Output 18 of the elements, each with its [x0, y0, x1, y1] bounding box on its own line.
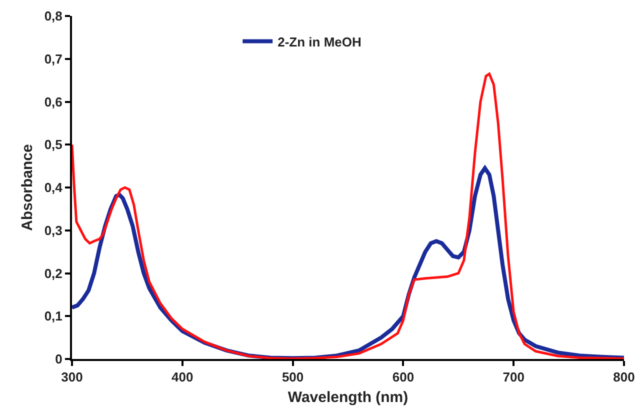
y-tick-label: 0,8 [44, 8, 62, 24]
x-tick-label: 400 [172, 370, 194, 385]
y-axis-title: Absorbance [19, 144, 36, 231]
x-tick-label: 700 [502, 370, 524, 385]
y-tick-label: 0 [55, 352, 62, 367]
x-axis-title: Wavelength (nm) [288, 389, 408, 406]
y-tick-label: 0,4 [44, 180, 64, 196]
x-tick-label: 800 [613, 370, 635, 385]
x-tick-label: 500 [282, 370, 304, 385]
x-tick-label: 300 [61, 370, 83, 385]
y-tick-label: 0,5 [44, 137, 62, 152]
legend-label: 2-Zn in MeOH [278, 34, 362, 50]
y-tick-label: 0,2 [44, 266, 62, 281]
y-tick-label: 0,7 [44, 51, 62, 66]
x-tick-label: 600 [392, 370, 414, 385]
y-tick-label: 0,6 [44, 94, 62, 110]
y-tick-label: 0,3 [44, 222, 62, 238]
y-tick-label: 0,1 [44, 308, 62, 324]
